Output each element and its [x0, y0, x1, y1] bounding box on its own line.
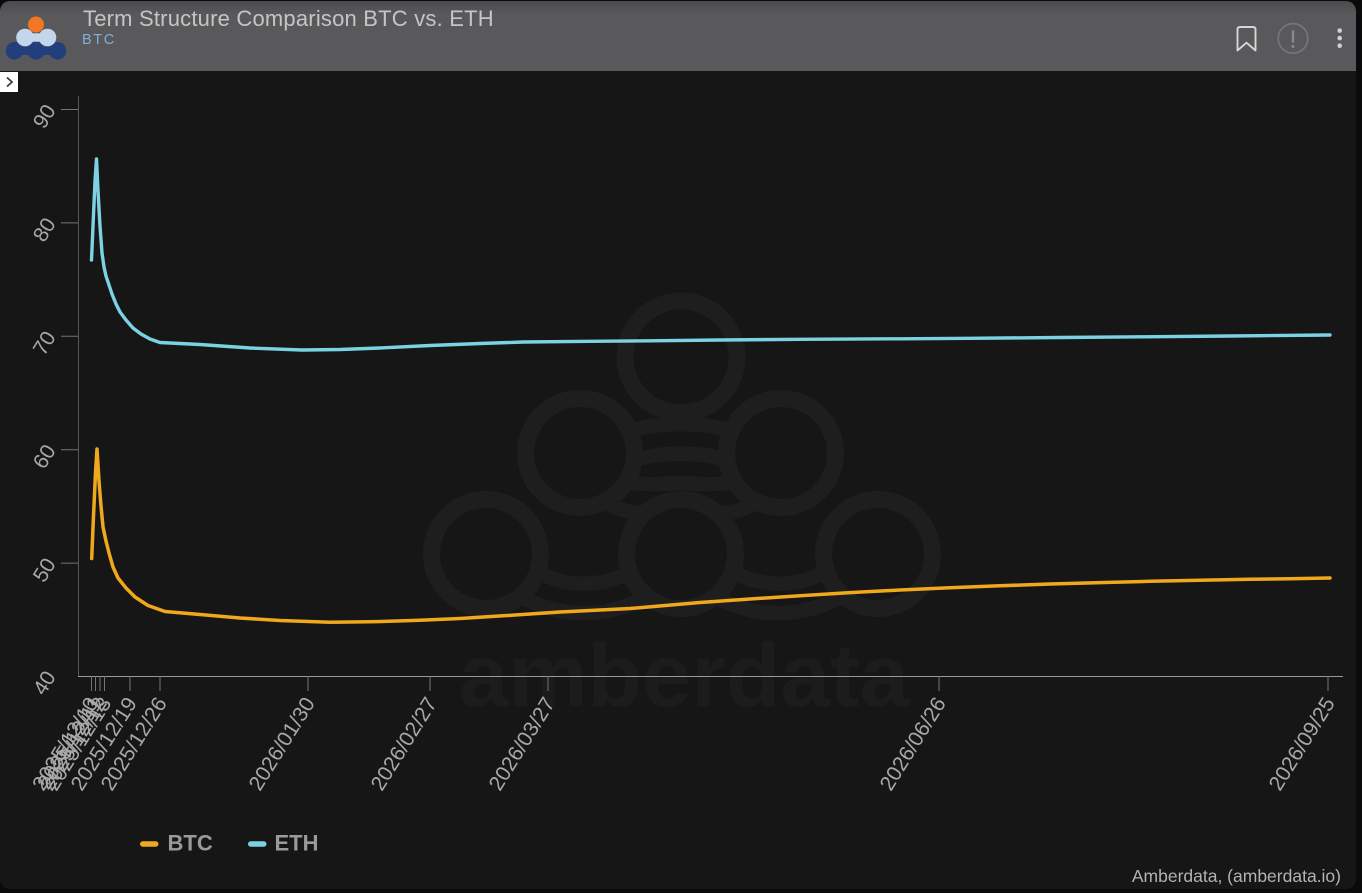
svg-text:2026/02/27: 2026/02/27: [367, 693, 442, 794]
svg-text:2026/09/25: 2026/09/25: [1265, 693, 1340, 794]
svg-text:40: 40: [29, 667, 61, 699]
svg-text:70: 70: [29, 327, 61, 359]
svg-text:60: 60: [29, 441, 61, 473]
svg-text:ETH: ETH: [275, 831, 319, 856]
svg-text:amberdata: amberdata: [459, 625, 911, 725]
svg-text:Amberdata, (amberdata.io): Amberdata, (amberdata.io): [1132, 866, 1341, 886]
svg-text:90: 90: [29, 101, 61, 133]
svg-text:BTC: BTC: [168, 831, 213, 856]
svg-text:50: 50: [29, 554, 61, 586]
svg-text:80: 80: [29, 214, 61, 246]
svg-text:2026/01/30: 2026/01/30: [245, 693, 320, 794]
